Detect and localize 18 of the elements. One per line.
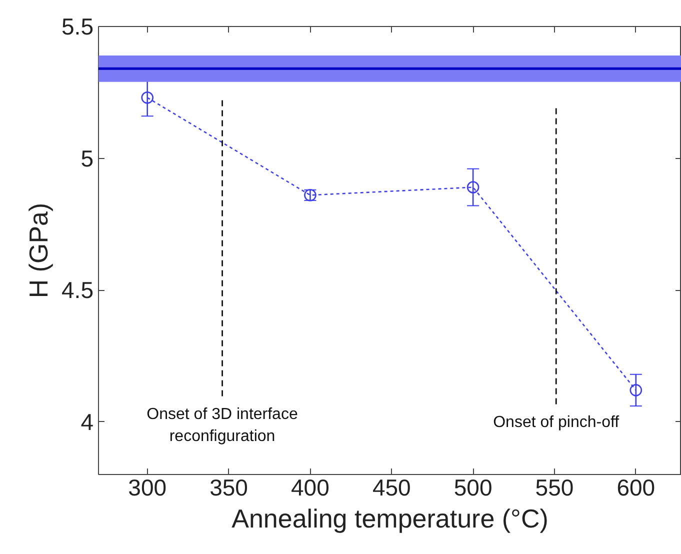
x-tick-label: 450 [372, 474, 411, 500]
x-tick-label: 550 [535, 474, 574, 500]
annotation: Onset of pinch-off [493, 414, 620, 431]
x-tick-label: 400 [291, 474, 330, 500]
point [466, 181, 480, 194]
point [141, 92, 154, 104]
x-tick-label: 500 [454, 474, 492, 500]
y-tick-label: 4.5 [62, 277, 94, 304]
point [630, 384, 642, 396]
y-axis-title: H (GPa) [24, 202, 54, 298]
x-tick-label: 350 [210, 474, 248, 500]
x-tick-label: 300 [128, 474, 167, 500]
y-tick-label: 5 [80, 145, 94, 172]
annotation: Onset of 3D interface reconfiguration [146, 406, 298, 446]
y-tick-label: 4 [80, 408, 94, 435]
x-axis-title: Annealing temperature (°C) [232, 504, 548, 534]
x-tick-label: 600 [616, 474, 656, 500]
y-tick-label: 5.5 [62, 14, 94, 40]
